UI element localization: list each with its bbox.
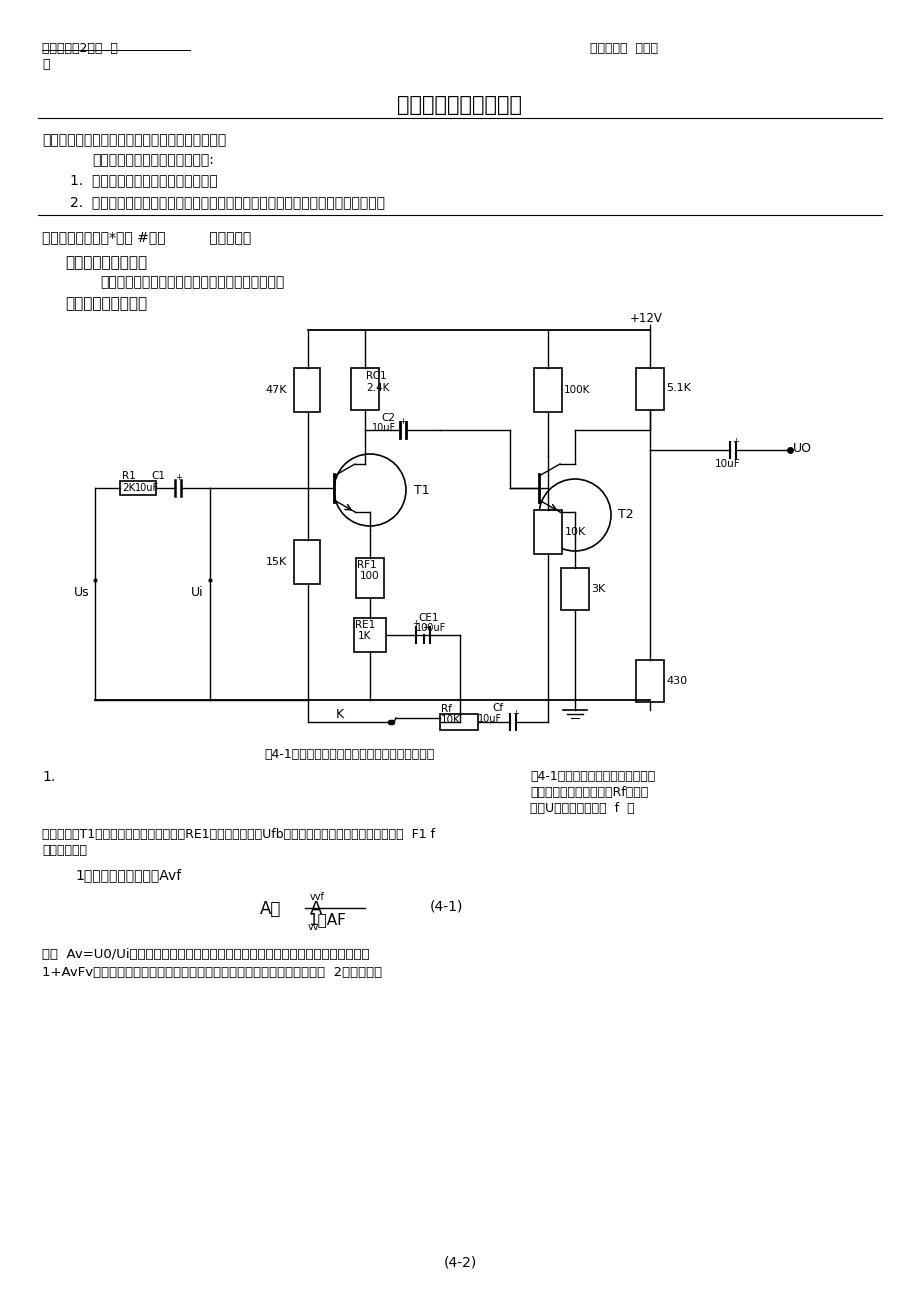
Text: C2: C2	[380, 413, 394, 423]
Text: A＝: A＝	[260, 900, 281, 918]
Bar	[635, 660, 664, 702]
Text: 加在晶体管T1的发射极上，在发射极电阻RE1上形成反馈电压Ufb根据反馈的判断法可知，它属于电压  F1 f: 加在晶体管T1的发射极上，在发射极电阻RE1上形成反馈电压Ufb根据反馈的判断法…	[42, 828, 435, 841]
Text: (4-1): (4-1)	[429, 900, 463, 914]
Text: 10uF: 10uF	[371, 423, 395, 434]
Text: T2: T2	[618, 509, 633, 522]
Bar	[119, 480, 156, 495]
Text: +: +	[732, 437, 739, 447]
Text: 15K: 15K	[266, 557, 287, 566]
Text: 430: 430	[665, 676, 686, 686]
Text: 10uF: 10uF	[714, 460, 740, 469]
Text: 1.: 1.	[42, 769, 55, 784]
Text: K: K	[335, 708, 344, 721]
Text: +: +	[412, 618, 419, 628]
Text: 1.  加深理解两极放大器的性能指标。: 1. 加深理解两极放大器的性能指标。	[70, 173, 218, 187]
Text: 2.4K: 2.4K	[366, 383, 389, 393]
Text: 2.  加深理解放大电路中引入负反馈的方法和负反馈对放大器各项性能指标的影响。: 2. 加深理解放大电路中引入负反馈的方法和负反馈对放大器各项性能指标的影响。	[70, 195, 384, 210]
Text: 1+AvFv－－反馈深度，它的大小决定了负反馈对放大器性能改善的程度。  2）反馈系数: 1+AvFv－－反馈深度，它的大小决定了负反馈对放大器性能改善的程度。 2）反馈…	[42, 966, 381, 979]
Text: Rf: Rf	[440, 704, 451, 713]
Text: 1＋AF: 1＋AF	[308, 911, 346, 927]
Text: 目: 目	[42, 59, 50, 72]
Text: 100uF: 100uF	[415, 622, 446, 633]
Text: +: +	[422, 624, 429, 633]
Text: 1K: 1K	[357, 631, 371, 641]
Text: UO: UO	[792, 441, 811, 454]
Text: 100: 100	[359, 572, 380, 581]
Text: RC1: RC1	[366, 371, 386, 381]
Bar	[533, 368, 562, 411]
Text: 图4-1为带有负反馈的两极阻容耦合: 图4-1为带有负反馈的两极阻容耦合	[529, 769, 654, 783]
Text: 实验三：负反馈放大器: 实验三：负反馈放大器	[397, 95, 522, 115]
Bar	[439, 713, 478, 730]
Text: CE1: CE1	[417, 613, 438, 622]
Bar	[294, 540, 320, 585]
Text: +: +	[399, 417, 406, 426]
Text: 通过实验，让学生达到以下目的:: 通过实验，让学生达到以下目的:	[92, 154, 213, 167]
Text: vvf: vvf	[310, 892, 324, 902]
Bar	[354, 618, 386, 652]
Text: 10K: 10K	[440, 715, 460, 725]
Text: 串联负反馈。: 串联负反馈。	[42, 844, 87, 857]
Text: 1）闭环电压放大倍数Avf: 1）闭环电压放大倍数Avf	[75, 868, 181, 881]
Text: 教学内容（注明：*重点 #难点          ？疑点）：: 教学内容（注明：*重点 #难点 ？疑点）：	[42, 230, 251, 243]
Text: R1: R1	[122, 471, 136, 480]
Text: 47K: 47K	[266, 385, 287, 395]
Text: 双踪示波器、万用表、模拟电子技术实验箱实验箱: 双踪示波器、万用表、模拟电子技术实验箱实验箱	[100, 275, 284, 289]
Bar	[294, 368, 320, 411]
Text: vv: vv	[308, 922, 319, 932]
Text: 课时安排：2学时  题: 课时安排：2学时 题	[42, 42, 118, 55]
Text: 教学课型：  实验课: 教学课型： 实验课	[589, 42, 657, 55]
Text: Ui: Ui	[190, 586, 203, 599]
Text: 其中  Av=U0/Ui－－基本放大器（无反馈）的电压放大倍数，即开环电压放大倍数。: 其中 Av=U0/Ui－－基本放大器（无反馈）的电压放大倍数，即开环电压放大倍数…	[42, 948, 369, 961]
Text: +: +	[512, 708, 519, 717]
Text: 一、实验所用仪器：: 一、实验所用仪器：	[65, 255, 147, 270]
Text: 放大电路，在电路中通过Rf把输出: 放大电路，在电路中通过Rf把输出	[529, 786, 648, 799]
Text: Cf: Cf	[493, 703, 504, 713]
Text: 5.1K: 5.1K	[665, 383, 690, 393]
Text: 图4-1带有电压串联负反馈的两级阻容耦合放大器: 图4-1带有电压串联负反馈的两级阻容耦合放大器	[265, 749, 435, 760]
Text: 10K: 10K	[564, 527, 585, 536]
Text: (4-2): (4-2)	[443, 1255, 476, 1269]
Text: 10uF: 10uF	[135, 483, 159, 493]
Text: 2K: 2K	[122, 483, 135, 493]
Text: C1: C1	[151, 471, 165, 480]
Text: 教学目的要求（分掌握、熟悉、了解三个层次）：: 教学目的要求（分掌握、熟悉、了解三个层次）：	[42, 133, 226, 147]
Bar	[561, 568, 588, 611]
Text: RF1: RF1	[357, 560, 376, 570]
Bar	[533, 510, 562, 553]
Text: A: A	[310, 900, 322, 918]
Bar	[635, 368, 664, 410]
Text: 二、实验原理部分：: 二、实验原理部分：	[65, 296, 147, 311]
Text: 10uF: 10uF	[477, 713, 502, 724]
Text: 电压U引回到输入端，  f  。: 电压U引回到输入端， f 。	[529, 802, 634, 815]
Text: T1: T1	[414, 483, 429, 496]
Text: +12V: +12V	[630, 311, 663, 324]
Bar	[356, 559, 383, 598]
Bar	[351, 368, 379, 410]
Text: RE1: RE1	[355, 620, 375, 630]
Text: +: +	[176, 474, 182, 483]
Text: 100K: 100K	[563, 385, 590, 395]
Text: 3K: 3K	[590, 585, 605, 594]
Text: Us: Us	[74, 586, 90, 599]
